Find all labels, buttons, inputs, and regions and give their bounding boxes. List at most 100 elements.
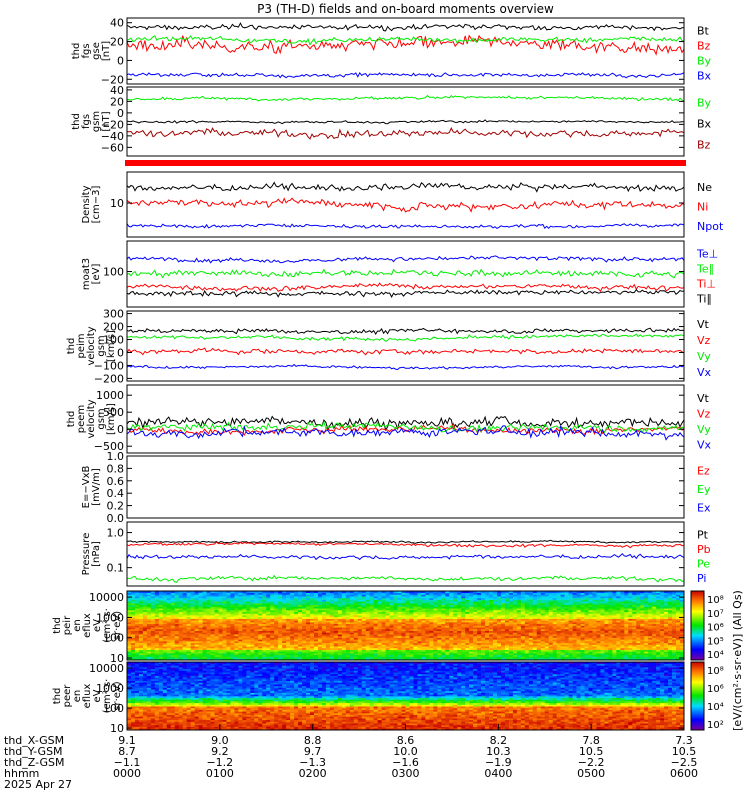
spectrogram-cell [393, 639, 398, 642]
spectrogram-cell [433, 604, 438, 607]
spectrogram-cell [588, 644, 593, 647]
spectrogram-cell [385, 646, 390, 649]
spectrogram-cell [186, 592, 191, 595]
spectrogram-cell [425, 632, 430, 635]
spectrogram-cell [421, 649, 426, 652]
spectrogram-cell [493, 656, 498, 659]
spectrogram-cell [381, 628, 386, 631]
spectrogram-cell [154, 653, 160, 656]
spectrogram-cell [361, 594, 367, 597]
spectrogram-cell [405, 658, 410, 661]
spectrogram-cell [134, 597, 140, 600]
spectrogram-cell [226, 635, 231, 638]
spectrogram-cell [250, 608, 255, 611]
spectrogram-cell [134, 630, 140, 633]
spectrogram-cell [134, 615, 140, 618]
spectrogram-cell [170, 654, 176, 657]
spectrogram-cell [449, 591, 454, 594]
spectrogram-cell [512, 597, 518, 600]
spectrogram-cell [417, 642, 422, 645]
spectrogram-cell [274, 620, 279, 623]
spectrogram-cell [445, 653, 450, 656]
spectrogram-cell [429, 639, 434, 642]
spectrogram-cell [600, 654, 605, 657]
spectrogram-cell [134, 618, 140, 621]
spectrogram-cell [600, 613, 605, 616]
spectrogram-cell [520, 644, 526, 647]
spectrogram-cell [552, 609, 557, 612]
spectrogram-cell [568, 608, 573, 611]
spectrogram-cell [453, 594, 458, 597]
spectrogram-cell [481, 639, 486, 642]
spectrogram-cell [417, 651, 422, 654]
spectrogram-cell [274, 609, 279, 612]
spectrogram-cell [242, 599, 247, 602]
spectrogram-cell [560, 641, 565, 644]
spectrogram-cell [560, 642, 565, 645]
spectrogram-cell [532, 622, 538, 625]
spectrogram-cell [441, 599, 446, 602]
spectrogram-cell [282, 603, 287, 606]
spectrogram-cell [520, 618, 526, 621]
spectrogram-cell [500, 654, 506, 657]
spectrogram-cell [421, 637, 426, 640]
spectrogram-cell [198, 599, 203, 602]
spectrogram-cell [572, 637, 577, 640]
spectrogram-cell [262, 642, 267, 645]
spectrogram-cell [457, 647, 462, 650]
spectrogram-cell [433, 623, 438, 626]
spectrogram-cell [134, 596, 140, 599]
spectrogram-cell [162, 620, 168, 623]
spectrogram-cell [524, 647, 530, 650]
spectrogram-cell [206, 641, 211, 644]
spectrogram-cell [512, 644, 518, 647]
spectrogram-cell [552, 623, 557, 626]
spectrogram-cell [158, 623, 164, 626]
spectrogram-cell [421, 634, 426, 637]
spectrogram-cell [377, 656, 382, 659]
spectrogram-cell [417, 622, 422, 625]
spectrogram-cell [608, 653, 613, 656]
spectrogram-cell [333, 634, 339, 637]
spectrogram-cell [206, 642, 211, 645]
spectrogram-cell [325, 637, 331, 640]
spectrogram-cell [194, 606, 199, 609]
spectrogram-cell [138, 649, 144, 652]
spectrogram-cell [298, 616, 303, 619]
spectrogram-cell [425, 613, 430, 616]
spectrogram-cell [508, 637, 514, 640]
spectrogram-cell [437, 647, 442, 650]
spectrogram-cell [222, 641, 227, 644]
spectrogram-cell [393, 628, 398, 631]
spectrogram-cell [520, 628, 526, 631]
spectrogram-cell [548, 623, 554, 626]
spectrogram-cell [469, 644, 474, 647]
spectrogram-cell [548, 654, 554, 657]
spectrogram-cell [242, 604, 247, 607]
spectrogram-cell [548, 635, 554, 638]
spectrogram-cell [604, 639, 609, 642]
spectrogram-cell [154, 622, 160, 625]
spectrogram-cell [313, 630, 319, 633]
spectrogram-cell [206, 634, 211, 637]
spectrogram-cell [405, 649, 410, 652]
spectrogram-cell [572, 628, 577, 631]
spectrogram-cell [608, 637, 613, 640]
series-line-Bt [126, 22, 685, 32]
spectrogram-cell [294, 618, 299, 621]
spectrogram-cell [198, 646, 203, 649]
y-axis-label: [mV/m] [91, 468, 102, 506]
spectrogram-cell [497, 609, 502, 612]
spectrogram-cell [369, 620, 374, 623]
spectrogram-cell [266, 620, 271, 623]
spectrogram-cell [608, 642, 613, 645]
legend-item: By [697, 97, 712, 110]
spectrogram-cell [357, 608, 363, 611]
spectrogram-cell [226, 618, 231, 621]
spectrogram-cell [158, 653, 164, 656]
spectrogram-cell [481, 604, 486, 607]
spectrogram-cell [162, 656, 168, 659]
spectrogram-cell [286, 615, 291, 618]
spectrogram-cell [194, 625, 199, 628]
spectrogram-cell [477, 630, 482, 633]
